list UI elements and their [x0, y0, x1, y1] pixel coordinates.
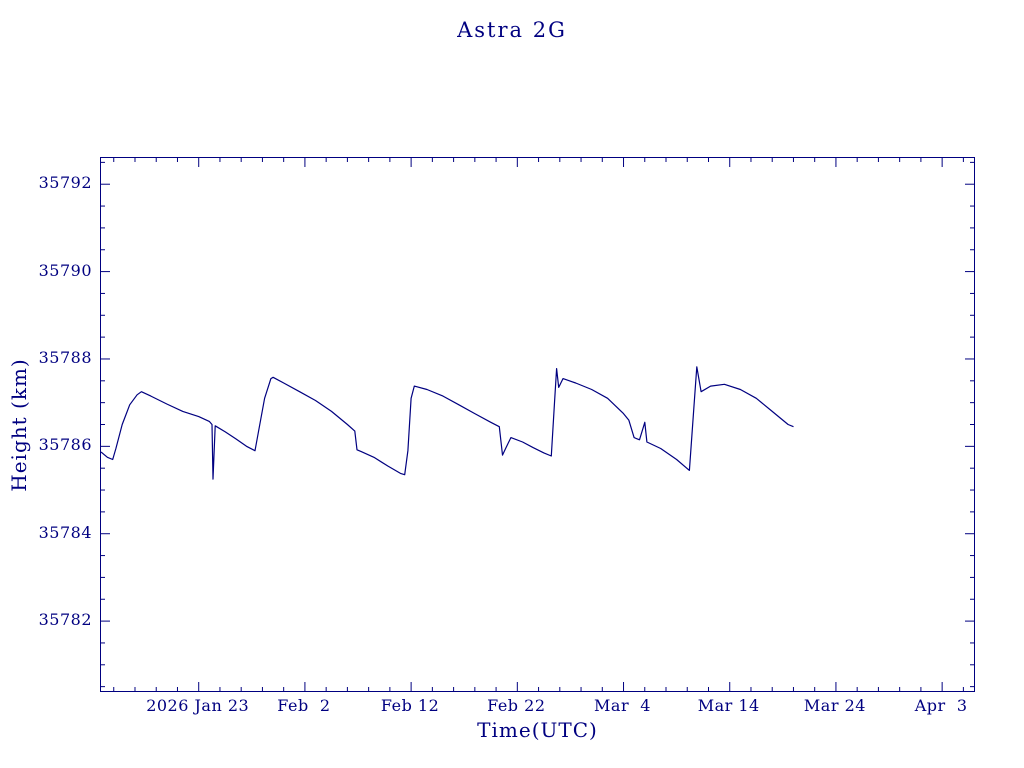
y-tick-label: 35792 — [38, 173, 92, 193]
x-tick-label: Mar 24 — [803, 696, 866, 715]
plot-area — [100, 157, 975, 692]
x-tick-label: Apr 3 — [914, 696, 968, 715]
y-tick-label: 35782 — [38, 610, 92, 630]
y-tick-label: 35786 — [38, 435, 92, 455]
x-tick-label: Feb 12 — [380, 696, 440, 715]
x-tick-label: Feb 2 — [277, 696, 331, 715]
y-tick-label: 35788 — [38, 347, 92, 367]
y-tick-label: 35784 — [38, 522, 92, 542]
height-time-series — [101, 158, 974, 691]
x-tick-label: Mar 4 — [594, 696, 651, 715]
chart-title: Astra 2G — [457, 18, 567, 42]
x-axis-label: Time(UTC) — [477, 718, 598, 742]
y-axis-label: Height (km) — [7, 358, 31, 492]
x-tick-label: Mar 14 — [697, 696, 760, 715]
y-tick-label: 35790 — [38, 260, 92, 280]
x-tick-label: Feb 22 — [487, 696, 546, 715]
x-tick-label: 2026 Jan 23 — [146, 696, 250, 715]
